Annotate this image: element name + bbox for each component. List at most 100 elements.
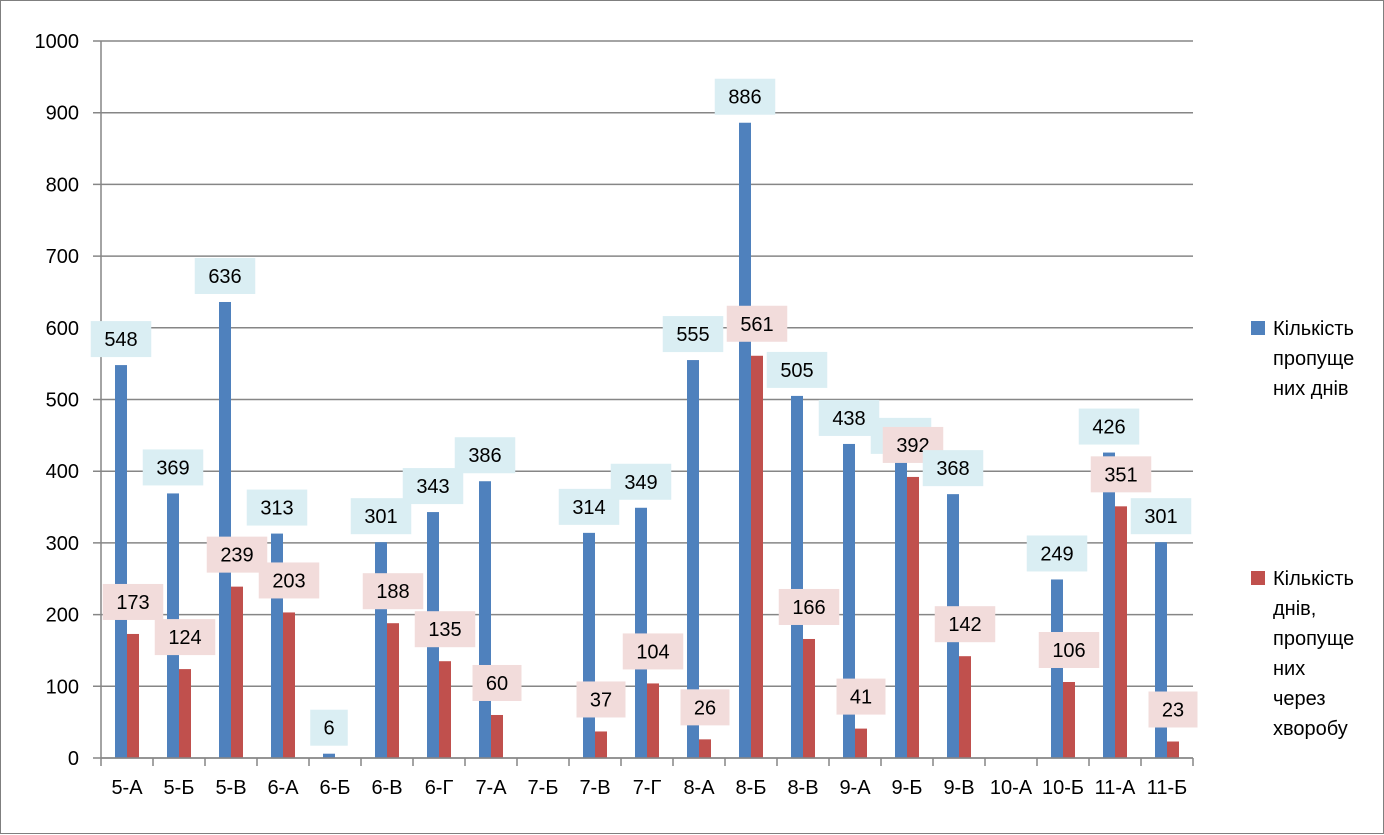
data-label-box — [714, 78, 776, 115]
legend-label: Кількість — [1273, 318, 1354, 340]
legend-swatch — [1251, 571, 1265, 585]
bar — [1167, 741, 1179, 758]
data-label: 561 — [740, 314, 773, 336]
data-label: 368 — [936, 458, 969, 480]
legend-label: них днів — [1273, 378, 1349, 400]
bar — [647, 683, 659, 758]
bar — [803, 638, 815, 758]
bar — [791, 395, 803, 758]
legend-swatch — [1251, 321, 1265, 335]
data-label: 239 — [220, 545, 253, 567]
data-label-box — [246, 489, 308, 526]
y-tick-label: 200 — [46, 605, 79, 627]
data-label-box — [350, 498, 412, 535]
data-label: 886 — [728, 87, 761, 109]
data-label-box — [922, 450, 984, 487]
bar — [219, 301, 231, 758]
data-label: 505 — [780, 360, 813, 382]
x-tick-label: 5-Б — [164, 777, 195, 799]
bar — [855, 728, 867, 758]
data-label: 41 — [850, 687, 872, 709]
bar — [479, 481, 491, 758]
data-label-box — [726, 305, 788, 342]
y-tick-label: 400 — [46, 461, 79, 483]
y-tick-label: 300 — [46, 533, 79, 555]
data-label-box — [622, 633, 684, 670]
bar — [907, 476, 919, 758]
legend: Кількість пропуще них днів Кількість днів, пр… — [1251, 318, 1354, 740]
data-label-box — [154, 619, 216, 656]
x-tick-label: 8-А — [683, 777, 715, 799]
legend-label: пропуще — [1273, 348, 1354, 370]
bar — [323, 753, 335, 758]
data-label-box — [1148, 691, 1198, 728]
bar — [231, 586, 243, 758]
data-label: 386 — [468, 445, 501, 467]
data-label-box — [662, 316, 724, 353]
data-label: 301 — [1144, 506, 1177, 528]
data-label-box — [766, 351, 828, 388]
data-label: 351 — [1104, 464, 1137, 486]
x-tick-label: 8-Б — [736, 777, 767, 799]
data-label: 555 — [676, 324, 709, 346]
legend-label: пропуще — [1273, 628, 1354, 650]
legend-label: Кількість — [1273, 568, 1354, 590]
data-label-box — [206, 536, 268, 573]
data-label: 60 — [486, 673, 508, 695]
bar — [699, 739, 711, 758]
x-tick-label: 7-А — [475, 777, 507, 799]
data-label-box — [194, 257, 256, 294]
data-label-box — [558, 488, 620, 525]
data-label: 313 — [260, 498, 293, 520]
bar — [1051, 579, 1063, 758]
x-tick-label: 11-Б — [1147, 777, 1188, 799]
bar — [595, 731, 607, 758]
y-tick-label: 800 — [46, 174, 79, 196]
data-label-box — [1130, 498, 1192, 535]
x-tick-label: 6-В — [371, 777, 402, 799]
bar — [439, 661, 451, 758]
data-label-box — [836, 678, 886, 715]
data-label: 314 — [572, 497, 605, 519]
x-tick-label: 10-Б — [1042, 777, 1084, 799]
bar — [127, 633, 139, 758]
data-label: 37 — [590, 689, 612, 711]
data-label: 26 — [694, 697, 716, 719]
y-tick-label: 900 — [46, 103, 79, 125]
data-label-box — [310, 709, 348, 746]
x-tick-label: 11-А — [1095, 777, 1136, 799]
data-label-box — [1038, 631, 1100, 668]
bar — [179, 669, 191, 758]
data-label: 188 — [376, 581, 409, 603]
data-label: 203 — [272, 570, 305, 592]
bar — [635, 507, 647, 758]
data-label-box — [1090, 456, 1152, 493]
data-label: 249 — [1040, 543, 1073, 565]
x-tick-label: 10-А — [990, 777, 1033, 799]
data-label: 636 — [208, 266, 241, 288]
x-tick-label: 9-В — [943, 777, 974, 799]
data-label-box — [1078, 408, 1140, 445]
data-label-box — [402, 468, 464, 505]
bar — [687, 360, 699, 758]
y-tick-label: 1000 — [35, 31, 80, 53]
data-label-box — [818, 399, 880, 436]
y-tick-label: 600 — [46, 318, 79, 340]
x-tick-label: 6-А — [267, 777, 299, 799]
x-axis: 5-А 5-Б 5-В 6-А 6-Б 6-В 6-Г 7-А 7-Б 7-В 7-Г 8-А 8-Б 8… — [100, 757, 1194, 799]
x-tick-label: 5-А — [111, 777, 143, 799]
data-label-box — [90, 321, 152, 358]
y-axis: 0 100 200 300 400 500 600 700 800 900 1000 — [35, 31, 102, 770]
y-tick-label: 500 — [46, 390, 79, 412]
x-tick-label: 9-Б — [892, 777, 923, 799]
bar — [751, 355, 763, 758]
data-label: 392 — [896, 435, 929, 457]
data-label: 124 — [168, 627, 201, 649]
x-tick-label: 7-В — [579, 777, 610, 799]
data-label-box — [454, 437, 516, 474]
bar — [959, 656, 971, 758]
data-label-box — [610, 463, 672, 500]
y-tick-label: 0 — [68, 748, 79, 770]
bar — [491, 714, 503, 758]
